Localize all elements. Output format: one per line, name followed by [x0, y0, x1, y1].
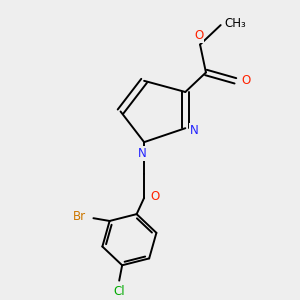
Text: CH₃: CH₃: [224, 17, 246, 30]
Text: Br: Br: [73, 210, 86, 223]
Text: Cl: Cl: [113, 285, 125, 298]
Text: O: O: [242, 74, 251, 87]
Text: O: O: [194, 29, 203, 42]
Text: N: N: [138, 147, 147, 160]
Text: O: O: [151, 190, 160, 203]
Text: N: N: [190, 124, 199, 137]
